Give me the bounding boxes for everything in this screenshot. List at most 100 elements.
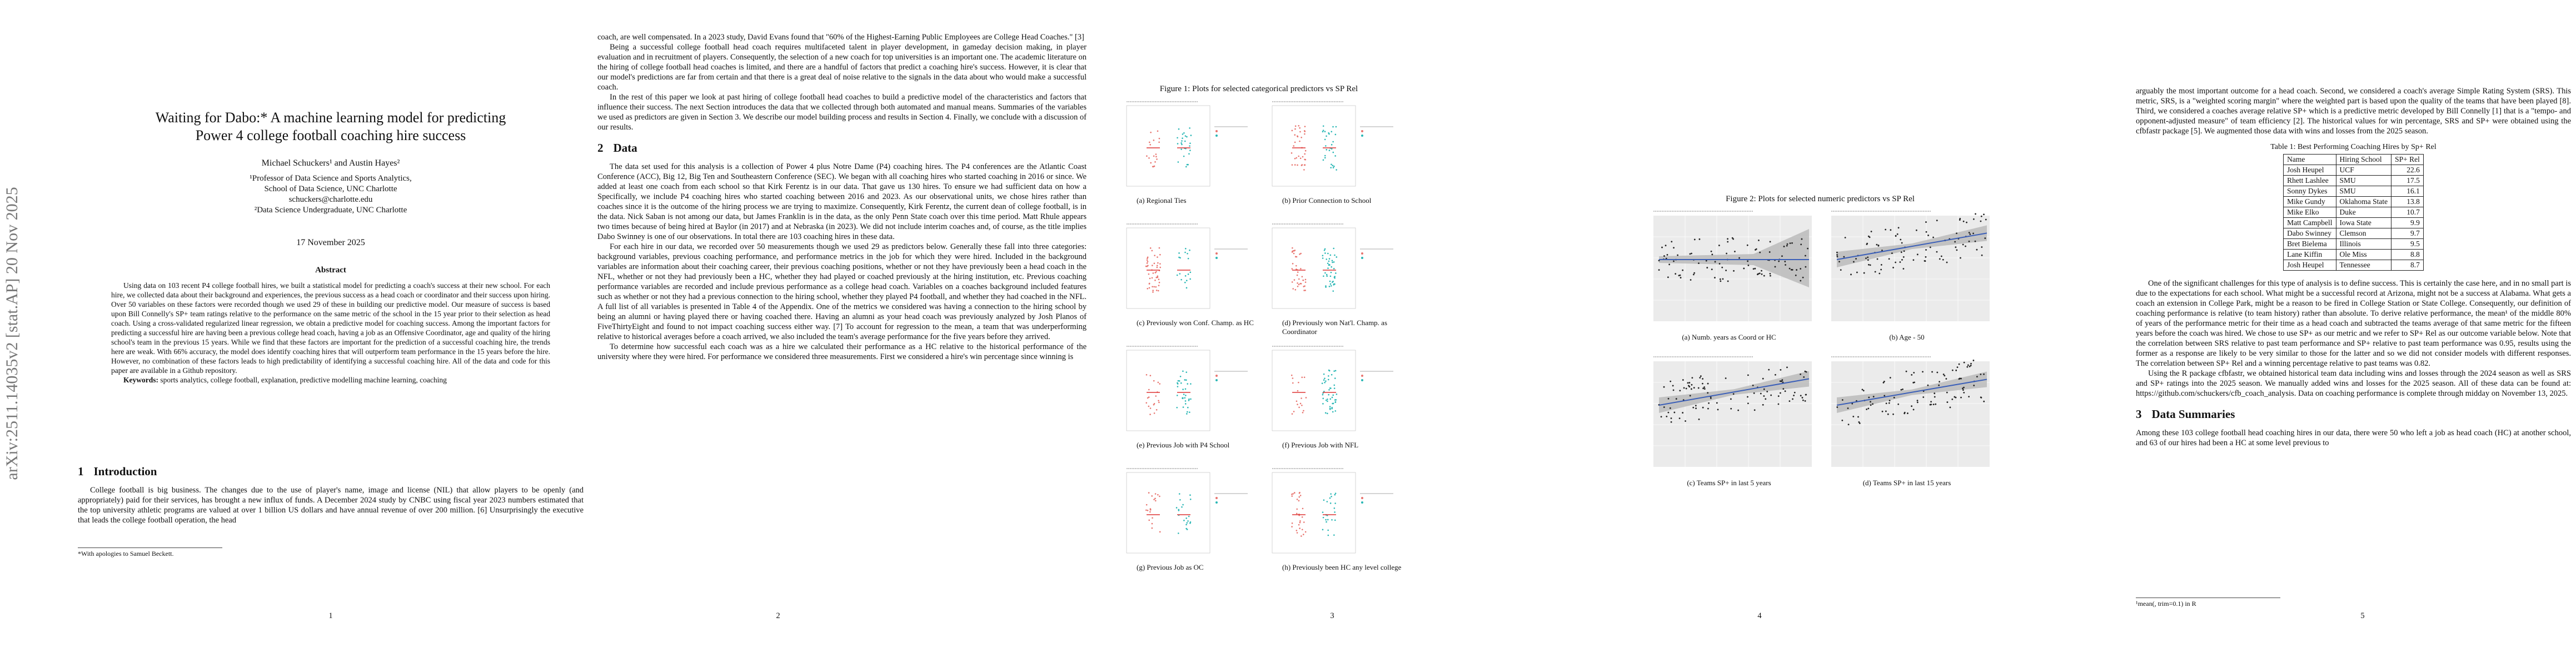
texture-dot xyxy=(1326,275,1328,277)
texture-dot xyxy=(1327,529,1329,531)
texture-dot xyxy=(1780,369,1782,371)
texture-dot xyxy=(1850,273,1852,276)
texture-dot xyxy=(1329,280,1331,282)
table-cell: Sonny Dykes xyxy=(2283,186,2336,197)
texture-dot xyxy=(1182,133,1184,135)
texture-dot xyxy=(1963,386,1965,389)
texture-dot xyxy=(1747,374,1749,376)
texture-dot xyxy=(1301,535,1302,537)
subfigure-plot xyxy=(1114,465,1256,562)
texture-dot xyxy=(1667,411,1670,414)
texture-dot xyxy=(1294,128,1296,130)
texture-dot xyxy=(1981,246,1983,248)
abstract-block: Using data on 103 recent P4 college foot… xyxy=(111,281,550,385)
texture-dot xyxy=(1299,282,1301,285)
texture-dot xyxy=(1897,403,1900,405)
texture-dot xyxy=(1730,407,1732,410)
texture-dot xyxy=(1293,279,1296,281)
texture-dot xyxy=(1981,254,1983,256)
subfigure-caption: (a) Regional Ties xyxy=(1137,196,1187,205)
texture-dot xyxy=(1334,283,1336,285)
texture-dot xyxy=(1294,157,1296,160)
texture-dot xyxy=(1670,421,1672,423)
texture-dot xyxy=(1872,396,1875,397)
texture-dot xyxy=(1866,243,1868,245)
texture-dot xyxy=(1155,153,1157,155)
table-cell: UCF xyxy=(2335,165,2392,176)
legend-swatch xyxy=(1215,501,1218,504)
texture-dot xyxy=(1304,278,1307,281)
texture-dot xyxy=(1690,279,1692,281)
texture-dot xyxy=(1334,133,1337,136)
texture-dot xyxy=(1149,247,1152,249)
table-header-row: Name Hiring School SP+ Rel xyxy=(2283,154,2424,165)
texture-dot xyxy=(1702,406,1704,409)
texture-dot xyxy=(1328,258,1331,260)
paragraph: College football is big business. The ch… xyxy=(78,486,584,525)
texture-dot xyxy=(1145,374,1148,376)
plot-frame xyxy=(1126,105,1210,187)
texture-dot xyxy=(1334,502,1336,504)
texture-dot xyxy=(1925,249,1927,251)
texture-dot xyxy=(1855,258,1857,260)
texture-dot xyxy=(1295,265,1297,267)
texture-dot xyxy=(1292,247,1293,249)
texture-dot xyxy=(1326,258,1328,260)
subfigure-plot xyxy=(1642,352,1816,477)
texture-dot xyxy=(1150,162,1152,164)
subfigure: (c) Previously won Conf. Champ. as HC xyxy=(1114,220,1256,327)
texture-dot xyxy=(1936,371,1939,374)
texture-dot xyxy=(1332,394,1334,396)
texture-dot xyxy=(1841,399,1843,401)
table-cell: 8.7 xyxy=(2391,260,2424,271)
plot-frame xyxy=(1272,350,1356,431)
texture-dot xyxy=(1945,378,1947,380)
texture-dot xyxy=(1328,375,1329,377)
texture-dot xyxy=(1954,396,1956,398)
texture-dot xyxy=(1963,361,1965,364)
texture-dot xyxy=(1297,390,1299,392)
texture-dot xyxy=(1949,406,1951,409)
texture-dot xyxy=(1333,384,1336,386)
texture-dot xyxy=(1801,397,1803,399)
texture-dot xyxy=(1151,250,1153,252)
texture-dot xyxy=(1149,143,1152,146)
texture-dot xyxy=(1710,397,1712,399)
texture-dot xyxy=(1795,274,1797,276)
texture-dot xyxy=(1336,394,1338,395)
texture-dot xyxy=(1184,397,1186,399)
texture-dot xyxy=(1157,276,1159,278)
fit-line xyxy=(1658,378,1810,406)
texture-dot xyxy=(1925,221,1927,223)
texture-dot xyxy=(1847,424,1850,426)
texture-dot xyxy=(1955,369,1957,371)
texture-dot xyxy=(1665,245,1667,247)
texture-dot xyxy=(1291,130,1293,132)
subfigure: (e) Previous Job with P4 School xyxy=(1114,342,1256,450)
texture-dot xyxy=(1177,382,1178,384)
texture-dot xyxy=(1297,271,1299,273)
legend-swatch xyxy=(1361,375,1363,377)
texture-dot xyxy=(1303,286,1305,287)
texture-dot xyxy=(1304,281,1307,283)
texture-dot xyxy=(1330,493,1332,495)
texture-dot xyxy=(1155,276,1158,278)
texture-dot xyxy=(1969,233,1971,235)
legend-swatch xyxy=(1215,497,1218,499)
texture-dot xyxy=(1683,387,1685,389)
paragraph: Using the R package cfbfastr, we obtaine… xyxy=(2136,369,2571,398)
texture-dot xyxy=(1732,393,1735,395)
footnote: ¹mean(, trim=0.1) in R xyxy=(2136,598,2280,608)
texture-dot xyxy=(1182,406,1184,408)
texture-dot xyxy=(1335,126,1337,128)
page-number: 4 xyxy=(1757,611,1762,620)
texture-dot xyxy=(1152,517,1153,519)
texture-dot xyxy=(1985,218,1987,221)
texture-dot xyxy=(1892,413,1894,415)
table-cell: Clemson xyxy=(2335,228,2392,239)
texture-dot xyxy=(1753,409,1756,411)
texture-dot xyxy=(1698,418,1700,420)
texture-dot xyxy=(1334,254,1336,256)
texture-dot xyxy=(1786,243,1788,245)
texture-dot xyxy=(1867,235,1870,237)
